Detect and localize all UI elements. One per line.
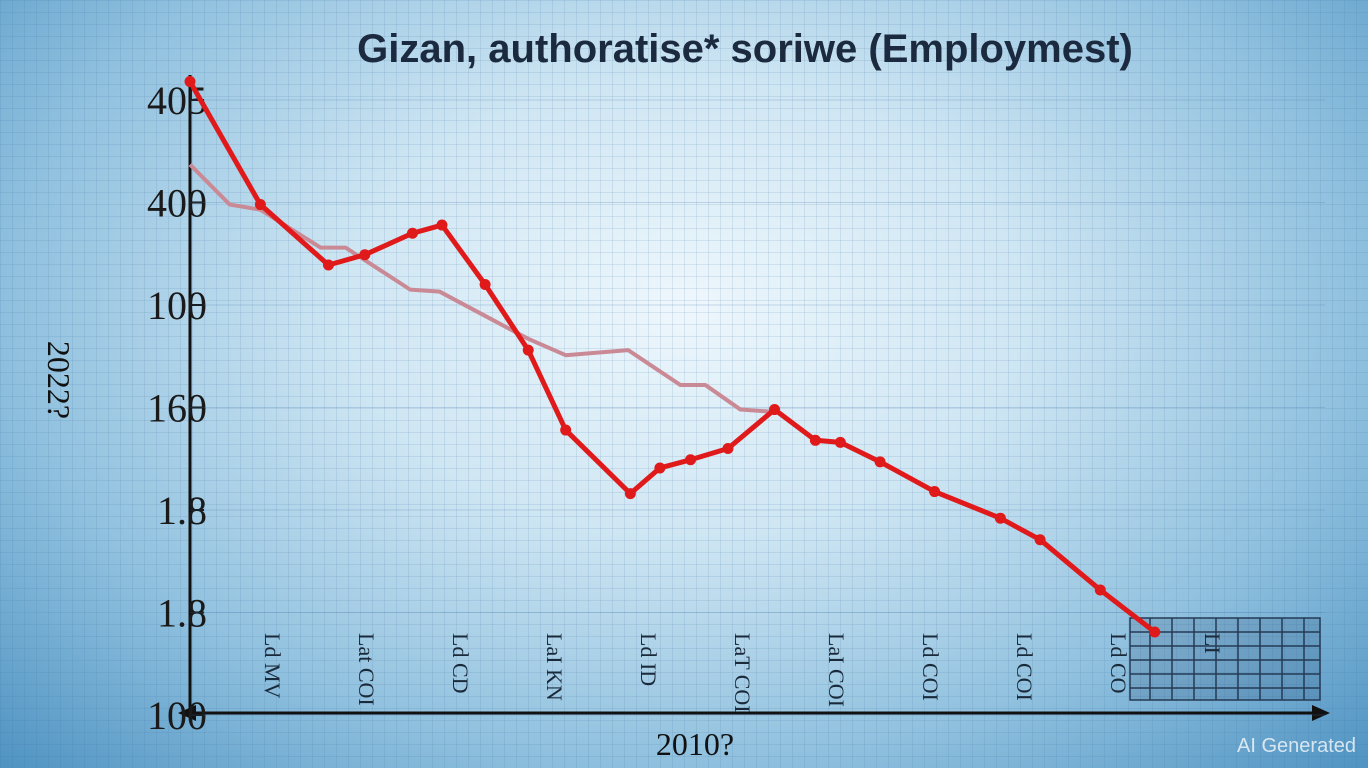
data-point bbox=[254, 199, 266, 211]
data-point bbox=[685, 454, 697, 466]
grid-box bbox=[1129, 617, 1321, 701]
data-point bbox=[722, 443, 734, 454]
x-tick-label: Ld CO bbox=[1106, 633, 1131, 694]
y-axis-label: 2022? bbox=[41, 341, 77, 419]
data-point bbox=[1034, 534, 1046, 546]
x-axis-label: 2010? bbox=[656, 726, 734, 762]
data-point bbox=[1149, 626, 1161, 638]
data-point bbox=[436, 219, 448, 231]
data-point bbox=[184, 76, 196, 88]
data-point bbox=[1094, 584, 1106, 596]
data-point bbox=[874, 456, 886, 468]
x-tick-label: LaI KN bbox=[542, 633, 567, 701]
data-point bbox=[359, 249, 371, 261]
data-point bbox=[322, 259, 334, 271]
data-point bbox=[406, 227, 418, 239]
x-tick-label: LaT COI bbox=[730, 633, 755, 713]
x-tick-label: Ld ID bbox=[636, 633, 661, 686]
data-point bbox=[834, 436, 846, 448]
x-tick-label: Ld COI bbox=[918, 633, 943, 701]
data-point bbox=[769, 404, 781, 416]
watermark: AI Generated bbox=[1237, 735, 1356, 757]
data-point bbox=[624, 488, 636, 500]
data-point bbox=[654, 462, 666, 474]
x-tick-label: Ld MV bbox=[260, 633, 285, 699]
x-tick-label: Ld CD bbox=[448, 633, 473, 694]
data-point bbox=[479, 279, 491, 290]
data-point bbox=[560, 424, 572, 436]
x-tick-label: Lat COI bbox=[354, 633, 379, 706]
data-point bbox=[994, 512, 1006, 524]
chart-title: Gizan, authoratise* soriwe (Employmest) bbox=[357, 27, 1133, 71]
data-line bbox=[187, 80, 1157, 634]
x-tick-label: Ld COI bbox=[1012, 633, 1037, 701]
data-line bbox=[188, 163, 771, 414]
data-point bbox=[522, 344, 534, 356]
data-point bbox=[809, 434, 821, 446]
x-tick-label: LI bbox=[1200, 633, 1225, 654]
data-point bbox=[929, 486, 941, 498]
x-tick-label: LaI COI bbox=[824, 633, 849, 707]
